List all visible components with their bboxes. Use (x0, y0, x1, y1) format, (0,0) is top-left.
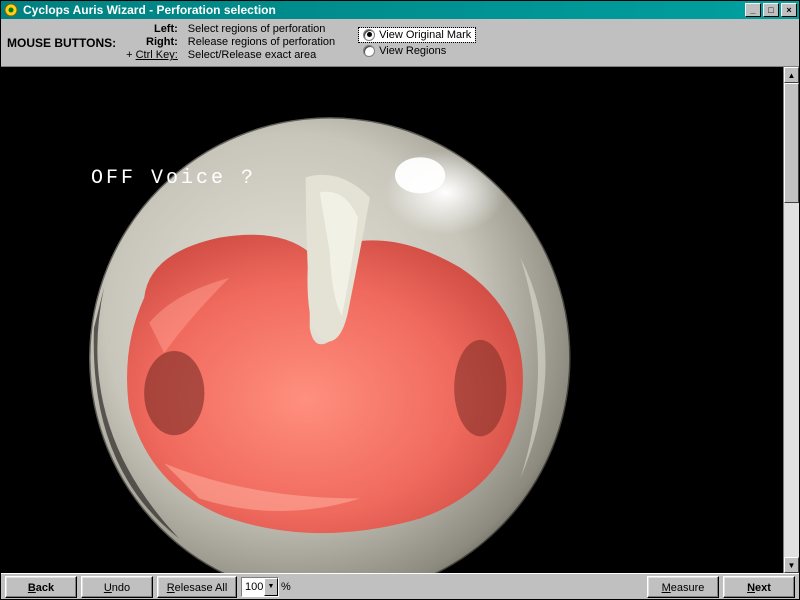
radio-view-regions[interactable]: View Regions (359, 44, 475, 58)
app-window: Cyclops Auris Wizard - Perforation selec… (0, 0, 800, 600)
mouse-buttons-help: MOUSE BUTTONS: Left: Right: + Ctrl Key: … (7, 23, 335, 62)
minimize-button[interactable]: _ (745, 3, 761, 17)
otoscopy-image (1, 67, 783, 573)
mouse-keys-column: Left: Right: + Ctrl Key: (126, 23, 178, 62)
chevron-down-icon[interactable]: ▼ (264, 578, 278, 596)
view-mode-radio-group: View Original Mark View Regions (359, 23, 475, 62)
radio-view-original-mark[interactable]: View Original Mark (359, 28, 475, 42)
window-title: Cyclops Auris Wizard - Perforation selec… (23, 3, 745, 17)
next-button[interactable]: Next (723, 576, 795, 598)
desc-right: Release regions of perforation (188, 36, 335, 49)
zoom-percent-label: % (281, 581, 291, 593)
toolbar: MOUSE BUTTONS: Left: Right: + Ctrl Key: … (1, 19, 799, 67)
zoom-combo[interactable]: 100 ▼ (241, 577, 279, 597)
desc-ctrl: Select/Release exact area (188, 49, 335, 62)
image-viewport: OFF Voice ? ▲ ▼ (1, 67, 799, 573)
radio-label: View Regions (379, 45, 446, 57)
key-left: Left: (154, 23, 178, 35)
app-icon (3, 2, 19, 18)
bottom-toolbar: Back Undo Relesase All 100 ▼ % Measure N… (1, 573, 799, 599)
mouse-desc-column: Select regions of perforation Release re… (188, 23, 335, 62)
window-controls: _ □ × (745, 3, 797, 17)
back-button[interactable]: Back (5, 576, 77, 598)
key-ctrl: + Ctrl Key: (126, 49, 178, 62)
close-button[interactable]: × (781, 3, 797, 17)
image-canvas[interactable]: OFF Voice ? (1, 67, 783, 573)
undo-button[interactable]: Undo (81, 576, 153, 598)
scroll-up-button[interactable]: ▲ (784, 67, 799, 83)
scroll-thumb[interactable] (784, 83, 799, 203)
radio-dot-icon (363, 45, 375, 57)
desc-left: Select regions of perforation (188, 23, 335, 36)
vertical-scrollbar[interactable]: ▲ ▼ (783, 67, 799, 573)
titlebar[interactable]: Cyclops Auris Wizard - Perforation selec… (1, 1, 799, 19)
maximize-button[interactable]: □ (763, 3, 779, 17)
radio-dot-icon (363, 29, 375, 41)
mouse-buttons-label: MOUSE BUTTONS: (7, 36, 116, 50)
key-right: Right: (146, 36, 178, 48)
release-all-button[interactable]: Relesase All (157, 576, 237, 598)
radio-label: View Original Mark (379, 29, 471, 41)
voice-status-overlay: OFF Voice ? (91, 167, 256, 190)
scroll-track[interactable] (784, 83, 799, 557)
zoom-control: 100 ▼ % (241, 577, 291, 597)
scroll-down-button[interactable]: ▼ (784, 557, 799, 573)
measure-button[interactable]: Measure (647, 576, 719, 598)
zoom-value: 100 (245, 581, 264, 593)
